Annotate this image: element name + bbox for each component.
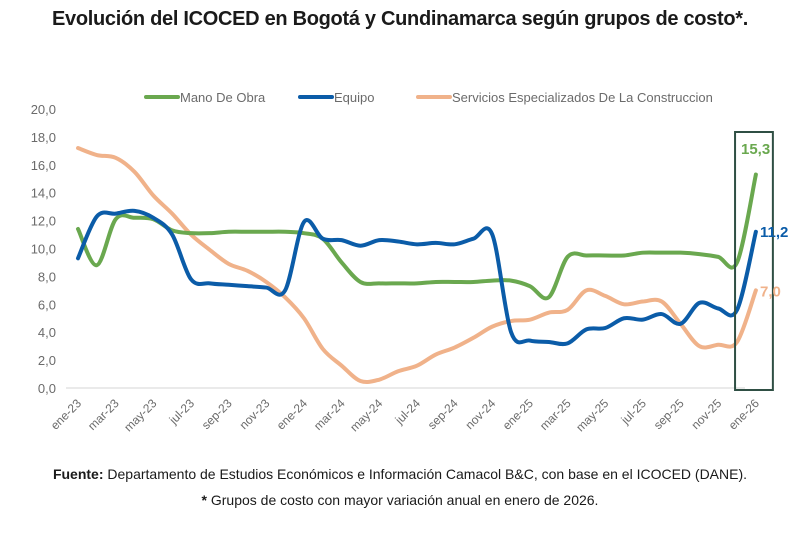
x-tick-label: mar-25 [537,396,574,433]
end-value-label: 15,3 [741,141,770,158]
y-tick-label: 14,0 [31,186,56,201]
legend: Mano De Obra Equipo Servicios Especializad… [144,90,713,105]
y-axis: 0,0 2,0 4,0 6,0 8,0 10,0 12,0 14,0 16,0 18,0 20,0 [31,102,56,396]
x-tick-label: may-23 [121,396,159,434]
y-tick-label: 16,0 [31,158,56,173]
x-tick-label: jul-23 [166,396,198,428]
y-tick-label: 10,0 [31,242,56,257]
x-tick-label: ene-26 [726,396,763,433]
x-tick-label: jul-24 [392,396,424,428]
x-tick-label: nov-24 [463,396,499,432]
y-tick-label: 18,0 [31,130,56,145]
y-tick-label: 6,0 [38,297,56,312]
end-value-labels: 15,3 11,2 7,0 [741,141,788,300]
x-tick-label: jul-25 [618,396,650,428]
line-chart: Mano De Obra Equipo Servicios Especializad… [31,90,789,434]
x-tick-label: sep-25 [651,396,687,432]
source-label: Fuente: [52,466,104,482]
x-tick-label: sep-23 [199,396,235,432]
x-tick-label: may-25 [573,396,611,434]
series-line-mano-de-obra [76,172,758,301]
x-tick-label: nov-23 [237,396,273,432]
footnote: * Grupos de costo con mayor variación an… [0,492,800,508]
y-tick-label: 20,0 [31,102,56,117]
footnote-text: Grupos de costo con mayor variación anua… [206,492,599,508]
x-tick-label: ene-23 [48,396,85,433]
x-tick-label: ene-24 [274,396,311,433]
legend-label: Mano De Obra [180,90,266,105]
x-tick-label: mar-24 [311,396,348,433]
series-line-servicios-especializados-de-la-construccion [76,146,758,385]
legend-label: Equipo [334,90,374,105]
y-tick-label: 0,0 [38,381,56,396]
series-lines [76,146,758,385]
x-tick-label: sep-24 [425,396,461,432]
x-axis: ene-23 mar-23 may-23 jul-23 sep-23 nov-23 ene-… [48,396,762,434]
footnote-marker: * [201,492,207,508]
y-tick-label: 8,0 [38,269,56,284]
highlight-box [734,131,774,391]
end-value-label: 7,0 [760,283,781,300]
x-tick-label: may-24 [347,396,385,434]
y-tick-label: 2,0 [38,353,56,368]
source-note: Fuente: Departamento de Estudios Económi… [0,466,800,482]
x-tick-label: mar-23 [85,396,122,433]
x-tick-label: nov-25 [688,396,724,432]
end-value-label: 11,2 [760,224,788,241]
legend-label: Servicios Especializados De La Construcc… [452,90,713,105]
series-line-equipo [76,208,758,347]
y-tick-label: 4,0 [38,325,56,340]
y-tick-label: 12,0 [31,214,56,229]
x-tick-label: ene-25 [500,396,537,433]
source-text: Departamento de Estudios Económicos e In… [103,466,748,482]
chart-title: Evolución del ICOCED en Bogotá y Cundina… [51,8,749,30]
